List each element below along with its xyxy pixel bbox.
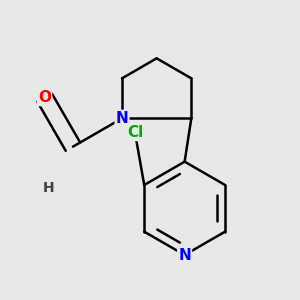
Text: N: N: [178, 248, 191, 262]
Text: Cl: Cl: [127, 125, 143, 140]
Text: H: H: [43, 182, 55, 195]
Text: N: N: [116, 111, 128, 126]
Text: O: O: [38, 90, 51, 105]
